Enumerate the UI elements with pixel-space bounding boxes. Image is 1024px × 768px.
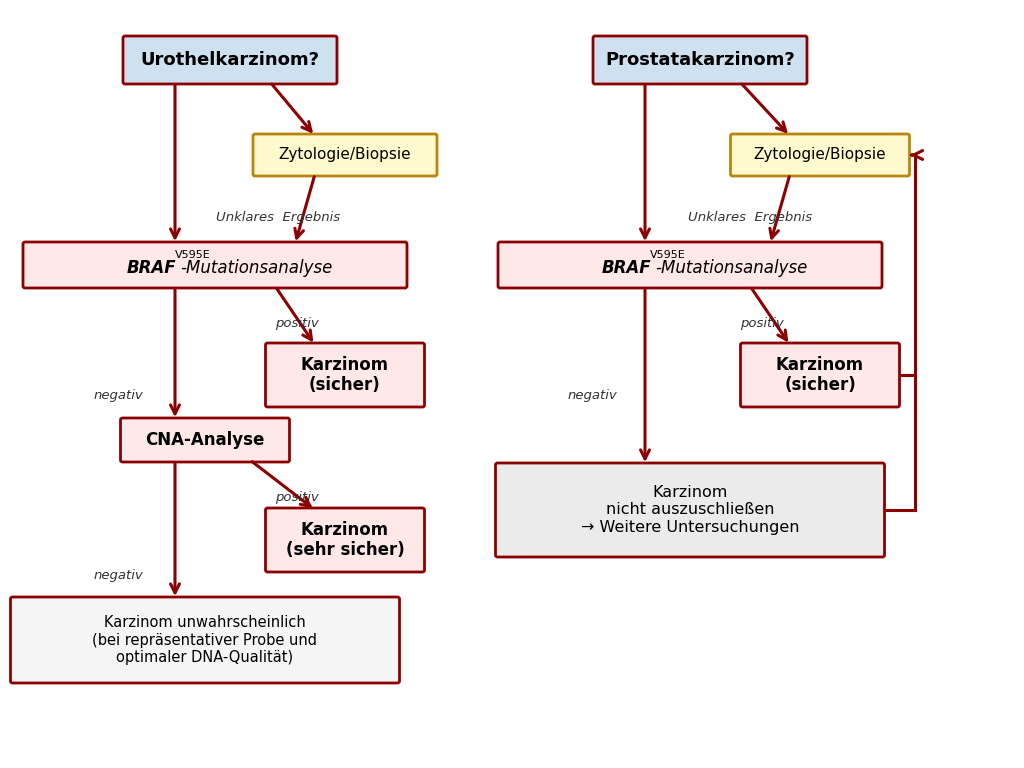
Text: negativ: negativ [567, 389, 616, 402]
FancyBboxPatch shape [496, 463, 885, 557]
Text: Karzinom
nicht auszuschließen
→ Weitere Untersuchungen: Karzinom nicht auszuschließen → Weitere … [581, 485, 800, 535]
FancyBboxPatch shape [265, 508, 425, 572]
Text: V595E: V595E [650, 250, 686, 260]
Text: positiv: positiv [275, 316, 318, 329]
Text: Zytologie/Biopsie: Zytologie/Biopsie [754, 147, 887, 163]
FancyBboxPatch shape [121, 418, 290, 462]
Text: Urothelkarzinom?: Urothelkarzinom? [140, 51, 319, 69]
Text: Karzinom
(sicher): Karzinom (sicher) [301, 356, 389, 395]
Text: V595E: V595E [175, 250, 211, 260]
Text: Prostatakarzinom?: Prostatakarzinom? [605, 51, 795, 69]
Text: negativ: negativ [93, 389, 143, 402]
FancyBboxPatch shape [498, 242, 882, 288]
Text: Zytologie/Biopsie: Zytologie/Biopsie [279, 147, 412, 163]
FancyBboxPatch shape [593, 36, 807, 84]
Text: negativ: negativ [93, 570, 143, 582]
Text: Unklares  Ergebnis: Unklares Ergebnis [688, 211, 812, 224]
FancyBboxPatch shape [265, 343, 425, 407]
Text: Karzinom
(sehr sicher): Karzinom (sehr sicher) [286, 521, 404, 559]
Text: positiv: positiv [740, 316, 784, 329]
FancyBboxPatch shape [123, 36, 337, 84]
FancyBboxPatch shape [730, 134, 909, 176]
Text: Karzinom
(sicher): Karzinom (sicher) [776, 356, 864, 395]
FancyBboxPatch shape [10, 597, 399, 683]
FancyBboxPatch shape [23, 242, 407, 288]
Text: -Mutationsanalyse: -Mutationsanalyse [655, 259, 807, 277]
Text: CNA-Analyse: CNA-Analyse [145, 431, 264, 449]
Text: BRAF: BRAF [602, 259, 651, 277]
Text: -Mutationsanalyse: -Mutationsanalyse [180, 259, 333, 277]
Text: BRAF: BRAF [127, 259, 176, 277]
Text: Karzinom unwahrscheinlich
(bei repräsentativer Probe und
optimaler DNA-Qualität): Karzinom unwahrscheinlich (bei repräsent… [92, 615, 317, 665]
FancyBboxPatch shape [253, 134, 437, 176]
Text: positiv: positiv [275, 491, 318, 504]
Text: Unklares  Ergebnis: Unklares Ergebnis [216, 211, 340, 224]
FancyBboxPatch shape [740, 343, 899, 407]
